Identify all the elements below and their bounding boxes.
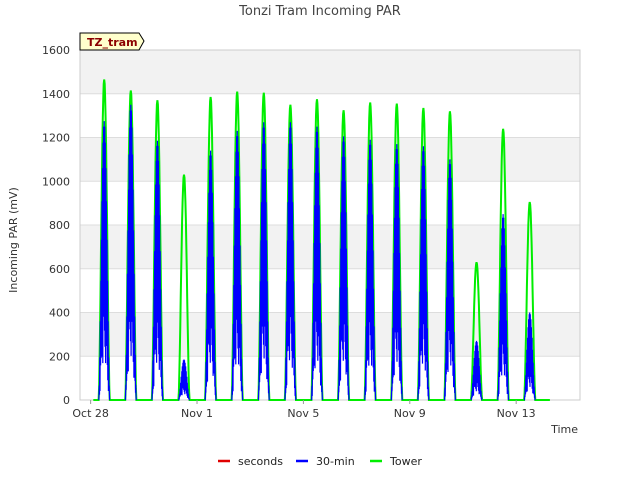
y-tick-label: 1200 bbox=[42, 132, 70, 145]
legend-label: Tower bbox=[389, 455, 422, 468]
series-line-30-min-day bbox=[443, 159, 457, 401]
chart-title: Tonzi Tram Incoming PAR bbox=[238, 4, 401, 19]
x-tick-label: Nov 5 bbox=[287, 407, 319, 420]
site-badge: TZ_tram bbox=[79, 32, 145, 51]
y-axis-label: Incoming PAR (mV) bbox=[7, 187, 20, 293]
series-line-30-min-day bbox=[257, 122, 270, 401]
legend-item-30min: 30-min bbox=[296, 455, 355, 468]
y-tick-label: 800 bbox=[49, 219, 70, 232]
y-tick-label: 0 bbox=[63, 394, 70, 407]
plot-band bbox=[80, 225, 580, 269]
series-line-30-min-day bbox=[310, 126, 324, 401]
series-line-30-min-day bbox=[151, 140, 164, 401]
series-30-min bbox=[98, 104, 536, 401]
x-tick-label: Nov 9 bbox=[394, 407, 426, 420]
x-tick-label: Oct 28 bbox=[72, 407, 109, 420]
y-tick-label: 200 bbox=[49, 350, 70, 363]
series-line-30-min-day bbox=[364, 139, 377, 401]
legend: seconds 30-min Tower bbox=[218, 455, 422, 468]
series-line-30-min-day bbox=[204, 150, 217, 401]
legend-label: 30-min bbox=[316, 455, 355, 468]
series-layer bbox=[93, 79, 550, 401]
legend-item-tower: Tower bbox=[370, 455, 422, 468]
y-tick-label: 1400 bbox=[42, 88, 70, 101]
series-line-30-min-day bbox=[470, 340, 483, 401]
legend-label: seconds bbox=[238, 455, 283, 468]
y-tick-label: 1000 bbox=[42, 175, 70, 188]
series-line-30-min-day bbox=[284, 122, 297, 401]
x-tick-label: Nov 1 bbox=[181, 407, 213, 420]
x-tick-label: Nov 13 bbox=[497, 407, 536, 420]
y-tick-label: 1600 bbox=[42, 44, 70, 57]
series-line-30-min-day bbox=[178, 359, 190, 401]
series-line-30-min-day bbox=[390, 144, 403, 401]
plot-band bbox=[80, 50, 580, 94]
y-tick-label: 600 bbox=[49, 263, 70, 276]
legend-item-seconds: seconds bbox=[218, 455, 283, 468]
series-line-30-min-day bbox=[231, 130, 244, 401]
plot-band bbox=[80, 312, 580, 357]
series-line-30-min-day bbox=[417, 146, 430, 401]
series-line-30-min-day bbox=[497, 214, 510, 401]
series-line-30-min-day bbox=[337, 136, 350, 401]
y-tick-label: 400 bbox=[49, 307, 70, 320]
site-badge-box bbox=[79, 32, 145, 51]
series-line-30-min-day bbox=[523, 312, 536, 401]
series-line-30-min-day bbox=[124, 104, 137, 401]
y-axis-ticks: 0 200 400 600 800 1000 1200 1400 1600 bbox=[42, 44, 70, 407]
plot-band bbox=[80, 137, 580, 182]
grid-lines bbox=[79, 49, 581, 401]
x-axis-label: Time bbox=[550, 423, 578, 436]
x-axis-ticks: Oct 28 Nov 1 Nov 5 Nov 9 Nov 13 bbox=[72, 400, 536, 420]
site-badge-label: TZ_tram bbox=[87, 36, 138, 49]
series-line-30-min-day bbox=[98, 121, 111, 401]
